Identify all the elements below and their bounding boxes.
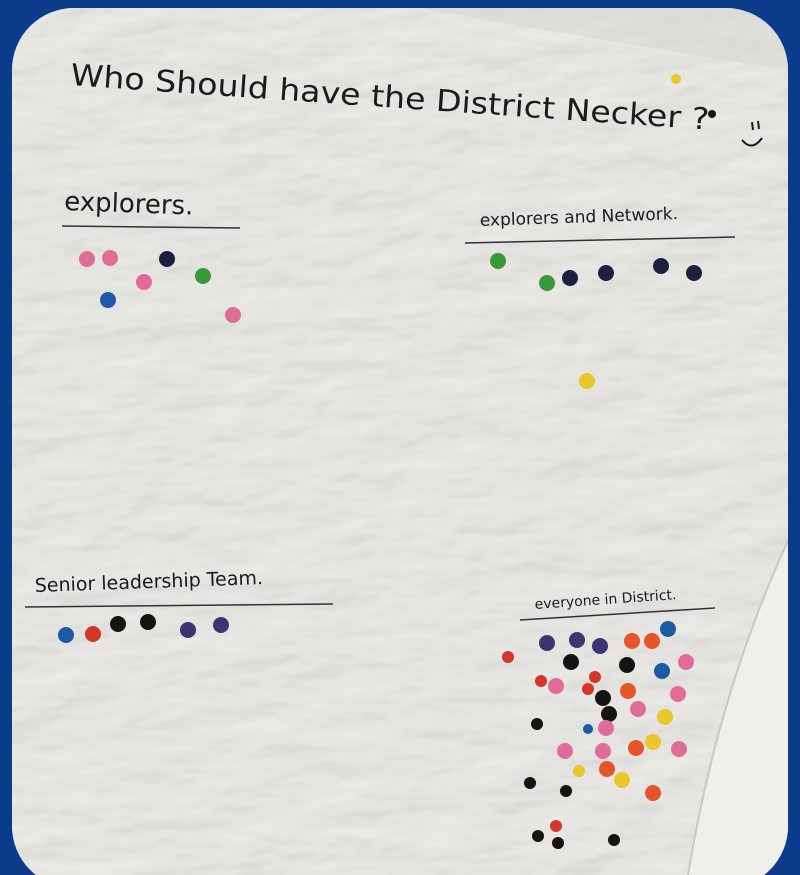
sticker-dot [85,626,101,642]
sticker-dot [624,633,640,649]
sticker-dot [657,709,673,725]
sticker-dot [592,638,608,654]
sticker-dot [195,268,211,284]
sticker-dot [620,683,636,699]
sticker-dot [532,830,544,842]
sticker-dot [686,265,702,281]
paper [12,8,788,875]
sticker-dot [531,718,543,730]
sticker-dot [599,761,615,777]
sticker-dot [539,635,555,651]
sticker-dot [644,633,660,649]
section-heading: explorers. [64,187,194,221]
sticker-dot [608,834,620,846]
sticker-dot [671,74,681,84]
sticker-dot [579,373,595,389]
sticker-dot [79,251,95,267]
sticker-dot [213,617,229,633]
sticker-dot [225,307,241,323]
sticker-dot [573,765,585,777]
sticker-dot [569,632,585,648]
underline [519,607,716,621]
sticker-dot [562,270,578,286]
sticker-dot [595,743,611,759]
sticker-dot [136,274,152,290]
sticker-dot [614,772,630,788]
sticker-dot [110,616,126,632]
sticker-dot [630,701,646,717]
underline [24,603,334,608]
sticker-dot [140,614,156,630]
sticker-dot [552,837,564,849]
sticker-dot [589,671,601,683]
sticker-dot [180,622,196,638]
sticker-dot [524,777,536,789]
sticker-dot [548,678,564,694]
sticker-dot [502,651,514,663]
sticker-dot [598,720,614,736]
sticker-dot [557,743,573,759]
sticker-dot [628,740,644,756]
sticker-dot [660,621,676,637]
sticker-dot [671,741,687,757]
sticker-dot [159,251,175,267]
fold-edge [687,514,788,875]
sticker-dot [601,706,617,722]
sticker-dot [670,686,686,702]
sticker-dot [535,675,547,687]
paper-fold [688,515,788,875]
sticker-dot [550,820,562,832]
sticker-dot [708,110,716,118]
underline [464,236,736,244]
sticker-dot [560,785,572,797]
sticker-dot [645,785,661,801]
sticker-dot [653,258,669,274]
sticker-dot [490,253,506,269]
sticker-dot [595,690,611,706]
sticker-dot [583,724,593,734]
underline [61,225,241,229]
sticker-dot [102,250,118,266]
sticker-dot [582,683,594,695]
paper-texture [12,8,788,875]
sticker-dot [678,654,694,670]
sticker-dot [619,657,635,673]
sticker-dot [100,292,116,308]
sticker-dot [58,627,74,643]
sticker-dots [58,74,716,849]
sticker-dot [654,663,670,679]
sticker-dot [645,734,661,750]
paper-shadow [420,8,788,70]
smiley [741,120,763,147]
sticker-dot [563,654,579,670]
sticker-dot [539,275,555,291]
sticker-dot [598,265,614,281]
